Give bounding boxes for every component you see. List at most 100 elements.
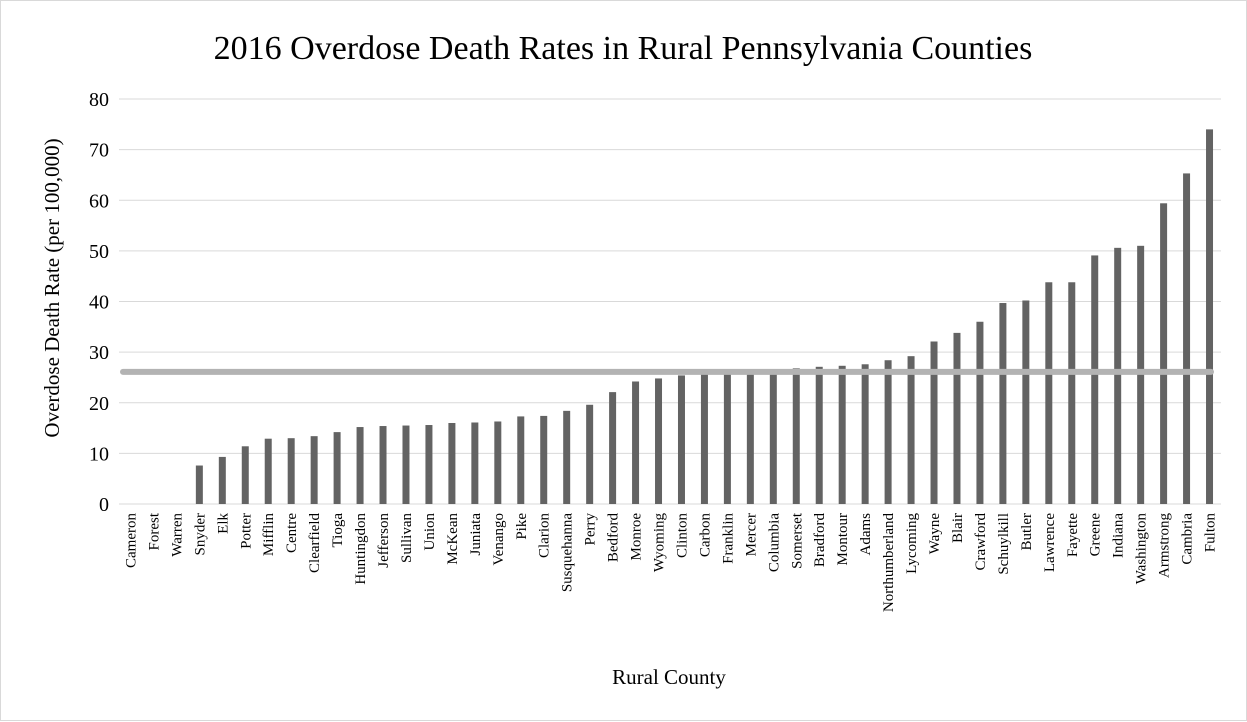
bar xyxy=(494,421,502,504)
x-tick-label: Venango xyxy=(491,513,507,566)
bar xyxy=(930,341,938,504)
x-tick-label: Blair xyxy=(950,513,966,543)
x-axis-ticks: Cameron Forest Warren Snyder Elk Potter Miffli… xyxy=(123,512,1218,612)
bar xyxy=(655,378,663,504)
x-tick-label: Washington xyxy=(1134,513,1150,585)
x-tick-label: Mercer xyxy=(743,513,759,556)
x-tick-label: Sullivan xyxy=(399,513,415,564)
x-tick-label: Pike xyxy=(514,513,530,540)
bar xyxy=(379,426,387,504)
bar xyxy=(677,375,685,504)
x-tick-label: Clarion xyxy=(537,513,553,558)
bar xyxy=(1137,245,1145,504)
x-tick-label: Potter xyxy=(238,513,254,549)
y-tick-label: 80 xyxy=(89,89,109,111)
bar xyxy=(563,410,571,504)
bar xyxy=(540,415,548,504)
bar xyxy=(999,303,1007,504)
gridlines xyxy=(119,98,1221,505)
bar xyxy=(1045,282,1053,504)
x-tick-label: Columbia xyxy=(766,513,782,573)
x-tick-label: Carbon xyxy=(697,513,713,558)
y-tick-label: 0 xyxy=(99,494,109,516)
bar xyxy=(815,366,823,504)
y-tick-label: 60 xyxy=(89,190,109,212)
x-tick-label: Montour xyxy=(835,513,851,566)
x-tick-label: Greene xyxy=(1088,513,1104,557)
bar xyxy=(838,365,846,504)
bar xyxy=(333,432,341,504)
x-tick-label: Lawrence xyxy=(1042,513,1058,572)
bar xyxy=(402,425,410,504)
x-tick-label: Juniata xyxy=(468,513,484,556)
x-tick-label: Clinton xyxy=(674,513,690,559)
bar xyxy=(632,381,640,504)
y-axis-ticks: 0 10 20 30 40 50 60 70 80 xyxy=(89,89,109,516)
y-tick-label: 30 xyxy=(89,342,109,364)
bar xyxy=(425,425,433,504)
bar xyxy=(448,423,456,504)
bar xyxy=(953,332,961,504)
x-tick-label: Centre xyxy=(284,513,300,553)
x-tick-label: Crawford xyxy=(973,513,989,571)
x-tick-label: Bradford xyxy=(812,513,828,568)
bar xyxy=(746,372,754,504)
bar xyxy=(976,321,984,504)
x-tick-label: Bedford xyxy=(606,513,622,563)
x-tick-label: Schuylkill xyxy=(996,513,1012,575)
x-axis-label: Rural County xyxy=(612,665,726,689)
x-tick-label: McKean xyxy=(445,513,461,565)
y-tick-label: 40 xyxy=(89,292,109,314)
bar xyxy=(700,373,708,504)
x-tick-label: Huntingdon xyxy=(353,513,369,585)
x-tick-label: Monroe xyxy=(629,513,645,561)
x-tick-label: Fayette xyxy=(1065,513,1081,557)
x-tick-label: Tioga xyxy=(330,513,346,548)
x-tick-label: Fulton xyxy=(1203,513,1219,553)
x-tick-label: Butler xyxy=(1019,513,1035,551)
bar xyxy=(1160,203,1168,504)
bar xyxy=(723,373,731,504)
bar xyxy=(287,438,295,504)
x-tick-label: Armstrong xyxy=(1157,513,1173,578)
bar xyxy=(1183,173,1191,504)
x-tick-label: Adams xyxy=(858,513,874,556)
x-tick-label: Northumberland xyxy=(881,513,897,613)
x-tick-label: Susquehanna xyxy=(560,513,576,592)
bar xyxy=(1022,300,1030,504)
bar xyxy=(884,360,892,504)
bar xyxy=(471,422,479,504)
bar xyxy=(1206,129,1214,504)
x-tick-label: Jefferson xyxy=(376,513,392,568)
bar xyxy=(1114,247,1122,504)
bar xyxy=(517,416,525,504)
bar xyxy=(769,369,777,504)
x-tick-label: Snyder xyxy=(192,513,208,556)
bar xyxy=(310,436,318,504)
bar xyxy=(264,438,272,504)
bar xyxy=(609,392,617,504)
x-tick-label: Perry xyxy=(583,513,599,546)
bar xyxy=(195,465,203,504)
x-tick-label: Mifflin xyxy=(261,513,277,557)
y-tick-label: 20 xyxy=(89,393,109,415)
x-tick-label: Wayne xyxy=(927,513,943,555)
x-tick-label: Elk xyxy=(215,513,231,534)
bar xyxy=(792,368,800,504)
y-tick-label: 10 xyxy=(89,443,109,465)
bar xyxy=(218,456,226,504)
bar xyxy=(861,364,869,504)
x-tick-label: Cameron xyxy=(123,513,139,568)
x-tick-label: Somerset xyxy=(789,512,805,569)
x-tick-label: Lycoming xyxy=(904,513,920,574)
x-tick-label: Forest xyxy=(146,512,162,550)
y-axis-label: Overdose Death Rate (per 100,000) xyxy=(40,138,64,437)
bars xyxy=(195,129,1214,504)
x-tick-label: Wyoming xyxy=(652,513,668,573)
bar xyxy=(241,446,249,504)
bar xyxy=(1091,255,1099,504)
bar xyxy=(356,427,364,504)
x-tick-label: Union xyxy=(422,513,438,551)
